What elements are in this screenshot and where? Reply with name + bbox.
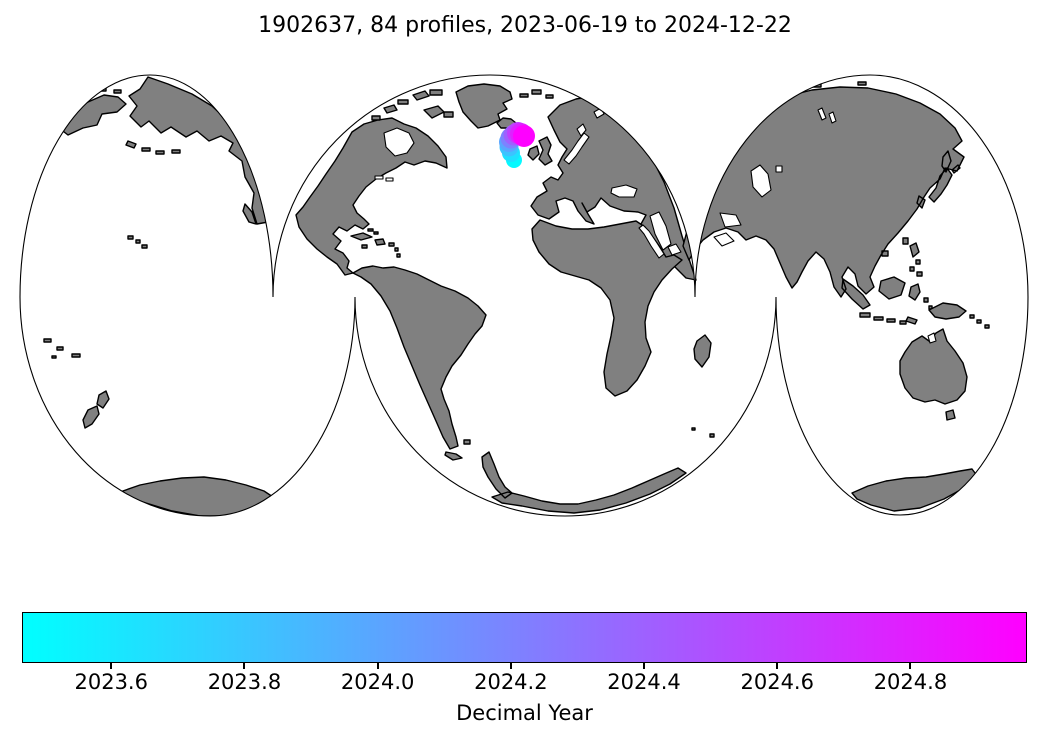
land-africa (531, 219, 715, 438)
colorbar (22, 612, 1027, 663)
colorbar-tick-label: 2024.4 (607, 670, 681, 694)
colorbar-tick-label: 2024.6 (740, 670, 814, 694)
colorbar-tick-mark (376, 663, 379, 669)
colorbar-tick-label: 2023.8 (207, 670, 282, 694)
colorbar-tick-mark (909, 663, 912, 669)
inland-seas (374, 107, 937, 344)
colorbar-tick-label: 2024.2 (474, 670, 548, 694)
colorbar-tick-mark (110, 663, 113, 669)
figure-title: 1902637, 84 profiles, 2023-06-19 to 2024… (258, 13, 792, 38)
land-north-america (295, 89, 454, 276)
colorbar-tick-label: 2023.6 (74, 670, 148, 694)
land-caribbean (350, 228, 401, 258)
land-south-america (352, 265, 487, 461)
colorbar-axis: 2023.6 2023.8 2024.0 2024.2 2024.4 2024.6 2024… (22, 663, 1027, 699)
land-australia (899, 302, 990, 421)
colorbar-tick-mark (776, 663, 779, 669)
colorbar-axis-label: Decimal Year (456, 701, 593, 725)
colorbar-tick-mark (509, 663, 512, 669)
colorbar-tick-mark (243, 663, 246, 669)
colorbar-tick-label: 2024.8 (873, 670, 948, 694)
colorbar-tick-mark (643, 663, 646, 669)
land-pacific-islands (43, 235, 148, 429)
land-siberia-alaska (58, 76, 269, 225)
land-greenland (455, 83, 554, 129)
land-asia (682, 81, 965, 325)
float-profile-points (499, 122, 535, 168)
profile-point (513, 125, 535, 147)
colorbar-tick-label: 2024.0 (340, 670, 415, 694)
